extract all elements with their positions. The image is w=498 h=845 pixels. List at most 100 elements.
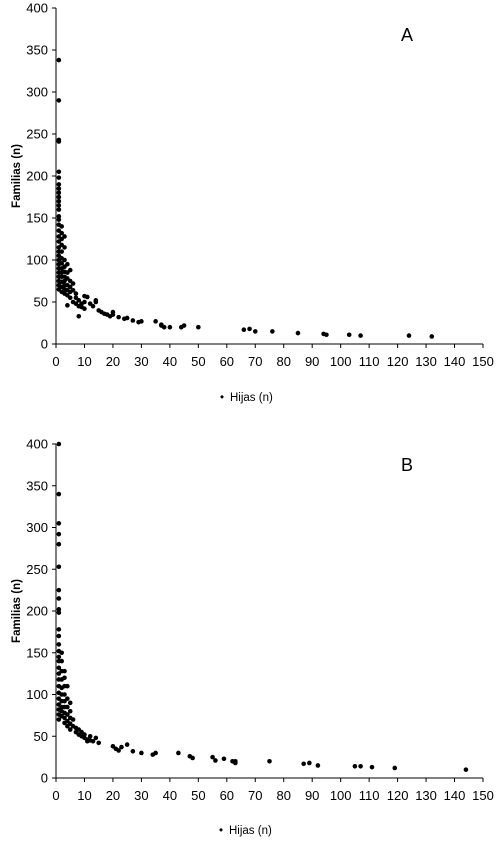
data-point bbox=[87, 733, 93, 739]
data-point bbox=[59, 650, 64, 656]
y-tick-label: 100 bbox=[26, 687, 48, 702]
x-tick-label: 80 bbox=[276, 788, 290, 803]
legend-marker: • bbox=[220, 392, 224, 404]
x-tick-label: 120 bbox=[387, 788, 409, 803]
x-tick-label: 40 bbox=[163, 354, 177, 369]
data-point bbox=[301, 761, 306, 767]
data-point bbox=[196, 324, 201, 330]
data-point bbox=[62, 257, 67, 263]
data-point bbox=[429, 334, 435, 339]
x-axis-title: Hijas (n) bbox=[229, 825, 272, 837]
data-point bbox=[65, 696, 70, 701]
data-point bbox=[67, 267, 73, 273]
data-point bbox=[65, 683, 70, 689]
data-point bbox=[67, 700, 73, 706]
data-point bbox=[153, 750, 158, 756]
x-tick-label: 20 bbox=[106, 354, 120, 369]
data-point bbox=[62, 692, 67, 697]
data-point bbox=[82, 306, 87, 312]
data-point bbox=[124, 315, 130, 321]
data-point bbox=[56, 186, 62, 191]
x-tick-label: 110 bbox=[359, 354, 380, 369]
data-point bbox=[56, 607, 62, 612]
x-tick-label: 70 bbox=[248, 788, 262, 803]
data-point bbox=[76, 313, 82, 319]
data-point bbox=[62, 245, 67, 250]
y-tick-label: 400 bbox=[26, 1, 48, 16]
y-tick-label: 350 bbox=[26, 478, 48, 493]
y-axis-title: Familias (n) bbox=[11, 579, 23, 643]
data-point bbox=[90, 303, 96, 309]
data-point bbox=[119, 744, 124, 750]
y-tick-label: 150 bbox=[26, 211, 48, 226]
data-point bbox=[93, 735, 99, 741]
y-tick-label: 350 bbox=[26, 43, 48, 58]
data-point bbox=[130, 318, 136, 323]
data-point bbox=[463, 767, 469, 772]
x-tick-label: 10 bbox=[77, 788, 91, 803]
data-point bbox=[56, 627, 62, 632]
y-tick-label: 300 bbox=[26, 85, 48, 100]
x-tick-label: 150 bbox=[472, 354, 494, 369]
data-point bbox=[233, 759, 238, 764]
data-point bbox=[59, 261, 64, 266]
y-tick-label: 100 bbox=[26, 253, 48, 268]
data-point bbox=[59, 658, 64, 664]
data-point bbox=[190, 755, 195, 761]
data-point bbox=[67, 708, 73, 714]
data-point bbox=[267, 759, 272, 764]
x-tick-label: 80 bbox=[276, 354, 290, 369]
data-point bbox=[93, 299, 99, 305]
data-point bbox=[85, 294, 90, 300]
x-tick-label: 50 bbox=[191, 354, 205, 369]
data-point bbox=[161, 324, 167, 330]
x-tick-label: 0 bbox=[52, 788, 59, 803]
y-tick-label: 200 bbox=[26, 169, 48, 184]
data-point bbox=[181, 323, 187, 328]
data-point bbox=[358, 764, 363, 769]
y-tick-label: 200 bbox=[26, 604, 48, 619]
x-tick-label: 30 bbox=[134, 788, 148, 803]
x-tick-label: 140 bbox=[444, 788, 466, 803]
data-point bbox=[176, 750, 181, 756]
chart-panel-b: 0 50 100 150 200 250 300 350 400 0 10 20 30 40 50 60 70 8… bbox=[0, 425, 498, 845]
data-point bbox=[56, 139, 62, 144]
data-point bbox=[56, 198, 62, 204]
x-tick-label: 130 bbox=[415, 788, 437, 803]
x-tick-label: 30 bbox=[134, 354, 148, 369]
data-point bbox=[392, 765, 398, 771]
data-point bbox=[56, 203, 62, 208]
y-axis-title: Familias (n) bbox=[11, 144, 23, 208]
data-point bbox=[56, 564, 62, 570]
data-point bbox=[65, 303, 70, 308]
legend-marker: • bbox=[219, 825, 223, 837]
data-point bbox=[324, 332, 329, 338]
y-tick-label: 0 bbox=[41, 337, 48, 352]
y-tick-label: 50 bbox=[34, 295, 48, 310]
data-point bbox=[352, 764, 358, 769]
data-point bbox=[65, 712, 70, 717]
data-point bbox=[56, 190, 62, 196]
data-point bbox=[59, 224, 64, 229]
data-point bbox=[59, 249, 64, 254]
y-tick-label: 300 bbox=[26, 520, 48, 535]
data-point bbox=[130, 748, 136, 754]
x-tick-label: 0 bbox=[52, 354, 59, 369]
y-tick-label: 0 bbox=[41, 771, 48, 786]
x-tick-label: 40 bbox=[163, 788, 177, 803]
panel-label: A bbox=[401, 25, 413, 45]
data-point bbox=[346, 332, 352, 338]
data-point bbox=[56, 182, 62, 187]
data-point bbox=[56, 596, 62, 601]
data-point bbox=[56, 217, 62, 222]
data-point bbox=[252, 329, 258, 334]
data-point bbox=[295, 330, 301, 336]
data-point bbox=[167, 324, 173, 330]
data-point bbox=[67, 295, 73, 301]
data-point bbox=[213, 758, 218, 763]
data-point bbox=[56, 587, 62, 593]
data-point bbox=[67, 727, 73, 732]
x-axis-title: Hijas (n) bbox=[230, 392, 273, 404]
data-point bbox=[62, 668, 67, 674]
data-point bbox=[56, 207, 62, 212]
